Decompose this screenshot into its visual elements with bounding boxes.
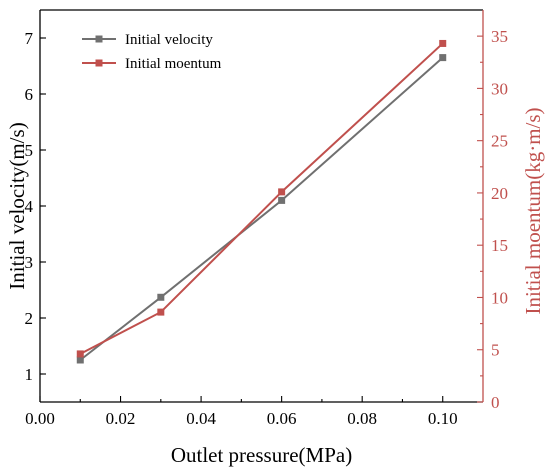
right-y-axis-title: Initial moentum(kg·m/s) <box>521 107 545 314</box>
x-tick-label: 0.10 <box>428 409 458 428</box>
right-y-tick-label: 0 <box>491 393 500 412</box>
left-y-tick-label: 5 <box>25 141 34 160</box>
right-y-tick-label: 10 <box>491 288 508 307</box>
left-y-tick-label: 3 <box>25 253 34 272</box>
left-y-ticks: 1 2 3 4 5 6 7 <box>25 29 46 384</box>
right-y-tick-label: 35 <box>491 27 508 46</box>
series-2-point <box>76 350 84 358</box>
series-1-point <box>439 54 447 62</box>
left-y-tick-label: 6 <box>25 85 34 104</box>
series-2-point <box>439 39 447 47</box>
left-y-tick-label: 4 <box>25 197 34 216</box>
left-y-axis-title: Initial velocity(m/s) <box>5 122 29 289</box>
legend-marker-1 <box>95 35 103 43</box>
x-tick-label: 0.00 <box>25 409 55 428</box>
right-y-ticks: 0 5 10 15 20 25 30 35 <box>477 27 508 412</box>
series-2-point <box>278 188 286 196</box>
series-line-1 <box>79 56 444 361</box>
series-1-point <box>76 356 84 364</box>
legend-label-2: Initial moentum <box>125 56 222 72</box>
x-tick-label: 0.08 <box>347 409 377 428</box>
x-ticks: 0.00 0.02 0.04 0.06 0.08 0.10 <box>25 396 458 428</box>
x-tick-label: 0.02 <box>106 409 136 428</box>
series-1-point <box>278 196 286 204</box>
right-y-tick-label: 20 <box>491 184 508 203</box>
right-y-tick-label: 15 <box>491 236 508 255</box>
x-axis-title: Outlet pressure(MPa) <box>171 443 352 467</box>
series-line-2 <box>79 42 444 355</box>
right-y-tick-label: 30 <box>491 79 508 98</box>
x-tick-label: 0.04 <box>186 409 216 428</box>
left-y-tick-label: 7 <box>25 29 34 48</box>
legend-marker-2 <box>95 59 103 67</box>
legend: Initial velocity Initial moentum <box>82 32 222 72</box>
x-tick-label: 0.06 <box>267 409 297 428</box>
legend-label-1: Initial velocity <box>125 32 213 48</box>
left-y-tick-label: 1 <box>25 365 34 384</box>
right-y-tick-label: 25 <box>491 132 508 151</box>
right-y-tick-label: 5 <box>491 341 500 360</box>
series-layer <box>76 39 447 364</box>
series-1-point <box>157 293 165 301</box>
series-2-point <box>157 308 165 316</box>
left-y-tick-label: 2 <box>25 309 34 328</box>
